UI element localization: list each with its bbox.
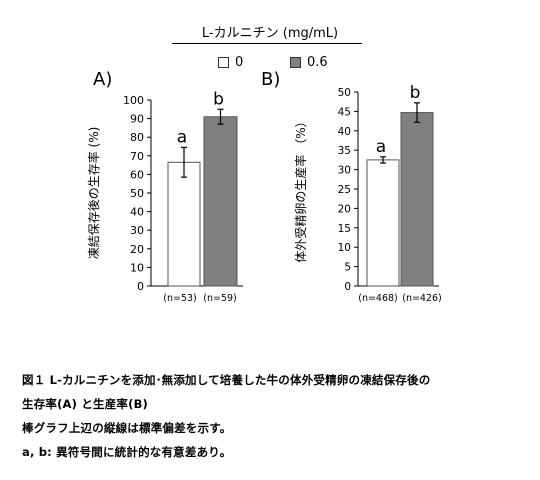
y-tick-label-a-1: 10	[130, 261, 144, 274]
y-tick-label-a-5: 50	[130, 187, 144, 200]
panel-label-b: B)	[261, 69, 280, 90]
y-tick-label-a-10: 100	[123, 94, 144, 107]
legend-title: L-カルニチン (mg/mL)	[201, 26, 339, 41]
y-tick-label-a-4: 40	[130, 206, 144, 219]
y-tick-label-a-8: 80	[130, 131, 144, 144]
sig-label-b-0: a	[376, 137, 386, 157]
y-tick-label-b-9: 45	[338, 106, 351, 118]
bar-a-0	[167, 161, 201, 287]
bar-b-0	[366, 159, 400, 287]
category-label-a-1: (n=59)	[203, 293, 236, 304]
legend-label-1: 0.6	[307, 55, 328, 70]
bar-a-1	[203, 116, 238, 287]
y-tick-label-a-0: 0	[137, 280, 144, 293]
y-tick-label-b-6: 30	[338, 165, 351, 177]
caption-line-2: 生存率(A) と生産率(B)	[22, 397, 148, 411]
legend-swatch-gray	[290, 57, 301, 68]
y-axis-title-a: 凍結保存後の生存率 (%)	[86, 127, 101, 260]
caption-line-1: 図１ L-カルニチンを添加･無添加して培養した牛の体外受精卵の凍結保存後の	[22, 373, 431, 387]
y-tick-label-b-7: 35	[338, 145, 351, 157]
caption-line-4: a, b: 異符号間に統計的な有意差あり。	[22, 445, 232, 459]
sig-label-b-1: b	[410, 83, 421, 103]
legend-item-0: 0	[218, 55, 243, 70]
category-label-a-0: (n=53)	[163, 293, 196, 304]
y-tick-label-b-1: 5	[344, 262, 351, 274]
panel-label-a: A)	[93, 69, 112, 90]
category-label-b-1: (n=426)	[402, 293, 442, 304]
y-tick-label-a-9: 90	[130, 113, 144, 126]
y-tick-label-a-6: 60	[130, 168, 144, 181]
y-tick-label-a-7: 70	[130, 150, 144, 163]
y-tick-label-b-10: 50	[338, 87, 351, 99]
legend-label-0: 0	[235, 55, 244, 70]
sig-label-a-1: b	[213, 89, 224, 109]
y-tick-label-b-2: 10	[338, 242, 351, 254]
sig-label-a-0: a	[177, 127, 187, 147]
y-tick-label-a-3: 30	[130, 224, 144, 237]
y-axis-title-b: 体外受精卵の生産率 （%）	[293, 115, 308, 262]
y-tick-label-b-0: 0	[344, 281, 351, 293]
legend-title-underline	[172, 43, 362, 44]
y-tick-label-a-2: 20	[130, 243, 144, 256]
caption-line-3: 棒グラフ上辺の縦線は標準偏差を示す。	[22, 421, 232, 435]
y-tick-label-b-5: 25	[338, 184, 351, 196]
legend-swatch-white	[218, 57, 229, 68]
y-tick-label-b-8: 40	[338, 126, 351, 138]
y-tick-label-b-4: 20	[338, 203, 351, 215]
legend-item-1: 0.6	[290, 55, 328, 70]
bar-b-1	[400, 112, 434, 287]
y-tick-label-b-3: 15	[338, 223, 351, 235]
category-label-b-0: (n=468)	[358, 293, 398, 304]
